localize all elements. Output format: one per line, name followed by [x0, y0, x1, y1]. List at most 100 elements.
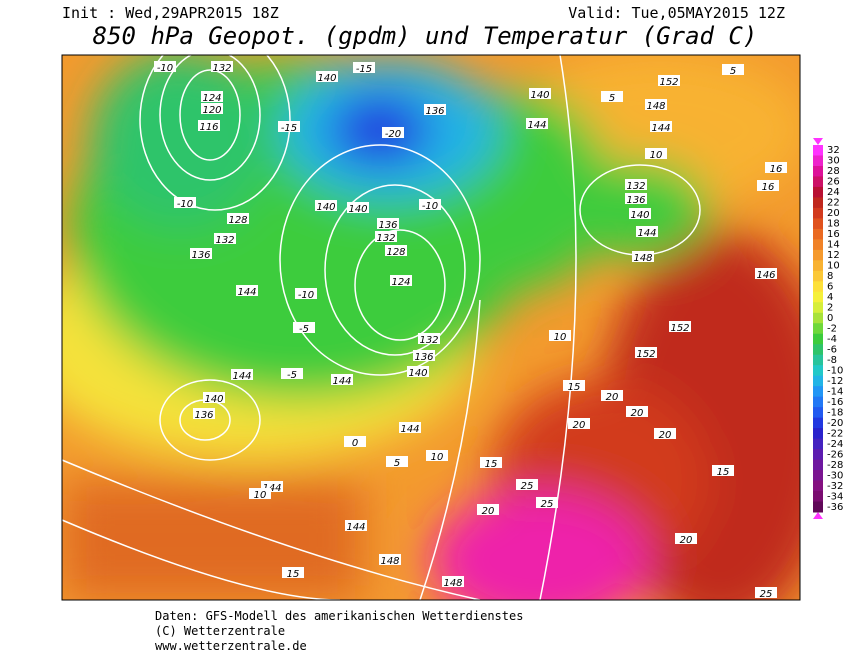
contour-label: 5 — [609, 93, 615, 104]
contour-label: 20 — [680, 535, 693, 546]
label-box — [424, 104, 446, 115]
contour-label: 116 — [199, 122, 218, 133]
contour-label: 25 — [521, 481, 534, 492]
contour-label: 140 — [630, 210, 649, 221]
colorbar-label: 18 — [827, 219, 840, 230]
label-box — [379, 554, 401, 565]
contour-label: 20 — [631, 408, 644, 419]
colorbar-label: -14 — [827, 386, 843, 397]
label-box — [601, 91, 623, 102]
label-box — [399, 422, 421, 433]
contour-label: 15 — [568, 382, 581, 393]
label-box — [198, 120, 220, 131]
contour-label: 132 — [419, 335, 438, 346]
colorbar-cell — [813, 197, 823, 209]
contour-label: 10 — [554, 332, 567, 343]
label-box — [675, 533, 697, 544]
contour-label: 128 — [386, 247, 405, 258]
contour-label: 144 — [232, 371, 251, 382]
label-box — [658, 75, 680, 86]
colorbar-cell — [813, 260, 823, 272]
map — [62, 55, 800, 600]
label-box — [712, 465, 734, 476]
colorbar-label: -32 — [827, 481, 843, 492]
colorbar-label: -36 — [827, 502, 843, 513]
label-box — [407, 366, 429, 377]
label-box — [316, 71, 338, 82]
label-box — [645, 99, 667, 110]
label-box — [375, 231, 397, 242]
footer-line: Daten: GFS-Modell des amerikanischen Wet… — [155, 609, 523, 623]
contour-label: 136 — [425, 106, 444, 117]
label-box — [203, 392, 225, 403]
contour-label: 148 — [646, 101, 665, 112]
colorbar-cell — [813, 186, 823, 198]
label-box — [418, 333, 440, 344]
label-box — [345, 520, 367, 531]
colorbar-label: -4 — [827, 334, 837, 345]
contour-label: 152 — [670, 323, 689, 334]
contour-label: 144 — [527, 120, 546, 131]
colorbar-cell — [813, 312, 823, 324]
contour-label: 136 — [378, 220, 397, 231]
contour-label: -10 — [298, 290, 314, 301]
contour-label: -5 — [287, 370, 297, 381]
contour-label: -5 — [299, 324, 309, 335]
contour-label: 25 — [541, 499, 554, 510]
contour-label: 20 — [573, 420, 586, 431]
colorbar-label: 30 — [827, 156, 840, 167]
contour-label: 124 — [391, 277, 410, 288]
contour-label: 20 — [659, 430, 672, 441]
contour-label: 144 — [262, 483, 281, 494]
colorbar-cell — [813, 354, 823, 366]
colorbar-label: 4 — [827, 292, 833, 303]
colorbar-cell — [813, 501, 823, 513]
contour-label: 136 — [414, 352, 433, 363]
contour-label: -10 — [422, 201, 438, 212]
footer-line: www.wetterzentrale.de — [155, 639, 307, 653]
label-box — [261, 481, 283, 492]
colorbar-cell — [813, 302, 823, 314]
label-box — [645, 148, 667, 159]
label-box — [626, 406, 648, 417]
contour-label: -10 — [177, 199, 193, 210]
colorbar-cell — [813, 270, 823, 282]
label-box — [281, 368, 303, 379]
colorbar-label: -30 — [827, 470, 843, 481]
colorbar-label: -6 — [827, 344, 837, 355]
contour-label: 132 — [626, 181, 645, 192]
map-frame — [61, 54, 801, 601]
contour-label: 132 — [376, 233, 395, 244]
contour-label: 140 — [317, 73, 336, 84]
colorbar-cell — [813, 365, 823, 377]
label-box — [669, 321, 691, 332]
label-box — [632, 251, 654, 262]
colorbar-cell — [813, 459, 823, 471]
colorbar-label: -8 — [827, 355, 837, 366]
contour-label: 20 — [482, 506, 495, 517]
label-box — [386, 456, 408, 467]
label-box — [236, 285, 258, 296]
colorbar-cell — [813, 470, 823, 482]
contour-label: 148 — [380, 556, 399, 567]
colorbar-label: -20 — [827, 418, 843, 429]
label-box — [413, 350, 435, 361]
contour-label: 10 — [431, 452, 444, 463]
label-box — [625, 193, 647, 204]
colorbar-label: 10 — [827, 261, 840, 272]
colorbar-label: -18 — [827, 407, 843, 418]
label-box — [477, 504, 499, 515]
colorbar-label: 22 — [827, 198, 840, 209]
contour-label: 0 — [352, 438, 358, 449]
label-box — [344, 436, 366, 447]
colorbar-label: -10 — [827, 365, 843, 376]
contours — [62, 55, 701, 600]
label-box — [293, 322, 315, 333]
contour-label: -15 — [356, 64, 372, 75]
colorbar-cell — [813, 165, 823, 177]
colorbar-label: 6 — [827, 282, 833, 293]
label-box — [635, 347, 657, 358]
init-text: Init : Wed,29APR2015 18Z — [62, 4, 279, 22]
colorbar-label: 24 — [827, 187, 840, 198]
contour-label: 124 — [202, 93, 221, 104]
